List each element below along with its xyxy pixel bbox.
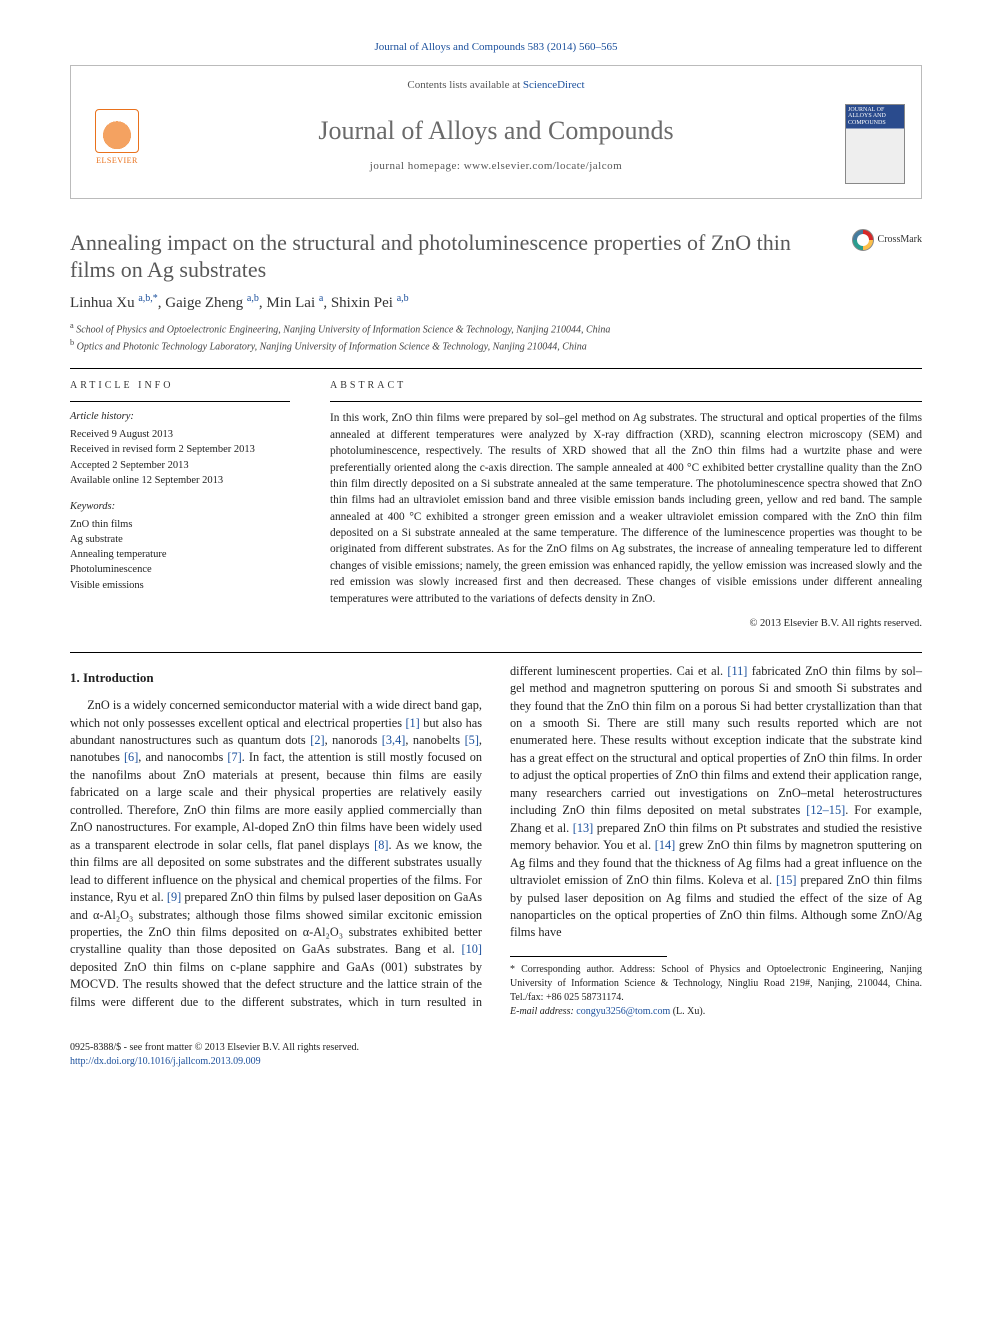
abstract-text: In this work, ZnO thin films were prepar…	[330, 410, 922, 607]
citation-line: Journal of Alloys and Compounds 583 (201…	[70, 40, 922, 55]
rule-abs	[330, 401, 922, 402]
ref-link[interactable]: [10]	[462, 942, 483, 956]
email-label: E-mail address:	[510, 1006, 574, 1017]
ref-link[interactable]: [7]	[227, 750, 241, 764]
homepage-url[interactable]: www.elsevier.com/locate/jalcom	[464, 160, 622, 172]
article-info-column: ARTICLE INFO Article history: Received 9…	[70, 379, 290, 631]
body-text: fabricated ZnO thin films by sol–gel met…	[510, 664, 922, 818]
keyword-item: Annealing temperature	[70, 547, 290, 562]
body-text: , nanorods	[325, 733, 382, 747]
crossmark-icon	[852, 229, 874, 251]
keyword-item: Visible emissions	[70, 578, 290, 593]
ref-link[interactable]: [8]	[374, 838, 388, 852]
author-list: Linhua Xu a,b,*, Gaige Zheng a,b, Min La…	[70, 292, 922, 314]
ref-link[interactable]: [9]	[167, 890, 181, 904]
history-label: Article history:	[70, 410, 290, 425]
ref-link[interactable]: [12–15]	[806, 803, 845, 817]
footnote-separator	[510, 956, 667, 957]
rule-info	[70, 401, 290, 402]
body-text: . In fact, the attention is still mostly…	[70, 750, 482, 851]
affiliations: a School of Physics and Optoelectronic E…	[70, 320, 922, 355]
ref-link[interactable]: [5]	[465, 733, 479, 747]
affil-text-b: Optics and Photonic Technology Laborator…	[77, 341, 587, 352]
affiliation-b: b Optics and Photonic Technology Laborat…	[70, 337, 922, 354]
crossmark-badge[interactable]: CrossMark	[852, 229, 922, 251]
affil-text-a: School of Physics and Optoelectronic Eng…	[76, 324, 610, 335]
body-text: , nanobelts	[405, 733, 464, 747]
article-body: 1. Introduction ZnO is a widely concerne…	[70, 663, 922, 1019]
ref-link[interactable]: [14]	[655, 838, 676, 852]
keyword-item: Photoluminescence	[70, 562, 290, 577]
keyword-item: Ag substrate	[70, 532, 290, 547]
elsevier-label: ELSEVIER	[96, 155, 138, 166]
journal-homepage: journal homepage: www.elsevier.com/locat…	[147, 159, 845, 174]
article-title: Annealing impact on the structural and p…	[70, 229, 852, 284]
keywords-list: ZnO thin films Ag substrate Annealing te…	[70, 517, 290, 593]
author[interactable]: Shixin Pei a,b	[331, 295, 409, 311]
author[interactable]: Gaige Zheng a,b	[165, 295, 259, 311]
doi-link[interactable]: http://dx.doi.org/10.1016/j.jallcom.2013…	[70, 1055, 359, 1069]
history-list: Received 9 August 2013 Received in revis…	[70, 427, 290, 488]
email-line: E-mail address: congyu3256@tom.com (L. X…	[510, 1005, 922, 1019]
ref-link[interactable]: [3,4]	[382, 733, 406, 747]
contents-prefix: Contents lists available at	[407, 79, 522, 91]
history-item: Available online 12 September 2013	[70, 473, 290, 488]
author[interactable]: Min Lai a	[266, 295, 323, 311]
cover-thumb-title: JOURNAL OF ALLOYS AND COMPOUNDS	[848, 107, 902, 127]
author[interactable]: Linhua Xu a,b,*	[70, 295, 158, 311]
history-item: Received in revised form 2 September 201…	[70, 442, 290, 457]
abstract-column: ABSTRACT In this work, ZnO thin films we…	[330, 379, 922, 631]
homepage-prefix: journal homepage:	[370, 160, 464, 172]
ref-link[interactable]: [1]	[405, 716, 419, 730]
contents-available: Contents lists available at ScienceDirec…	[87, 78, 905, 93]
corresponding-author-note: * Corresponding author. Address: School …	[510, 963, 922, 1005]
affiliation-a: a School of Physics and Optoelectronic E…	[70, 320, 922, 337]
journal-cover-thumb: JOURNAL OF ALLOYS AND COMPOUNDS	[845, 104, 905, 184]
journal-title: Journal of Alloys and Compounds	[147, 113, 845, 149]
ref-link[interactable]: [15]	[776, 873, 797, 887]
article-info-heading: ARTICLE INFO	[70, 379, 290, 393]
elsevier-tree-icon	[95, 109, 139, 153]
keyword-item: ZnO thin films	[70, 517, 290, 532]
ref-link[interactable]: [2]	[310, 733, 324, 747]
page-footer: 0925-8388/$ - see front matter © 2013 El…	[70, 1041, 922, 1069]
sciencedirect-link[interactable]: ScienceDirect	[523, 79, 585, 91]
ref-link[interactable]: [11]	[727, 664, 747, 678]
history-item: Received 9 August 2013	[70, 427, 290, 442]
rule-top	[70, 368, 922, 369]
journal-header: Contents lists available at ScienceDirec…	[70, 65, 922, 198]
ref-link[interactable]: [6]	[124, 750, 138, 764]
email-link[interactable]: congyu3256@tom.com	[576, 1006, 670, 1017]
footnotes: * Corresponding author. Address: School …	[510, 963, 922, 1019]
history-item: Accepted 2 September 2013	[70, 458, 290, 473]
abstract-heading: ABSTRACT	[330, 379, 922, 393]
elsevier-logo: ELSEVIER	[87, 109, 147, 179]
keywords-label: Keywords:	[70, 500, 290, 515]
footer-copyright: 0925-8388/$ - see front matter © 2013 El…	[70, 1041, 359, 1055]
body-text: , and nanocombs	[138, 750, 227, 764]
section-1-heading: 1. Introduction	[70, 669, 482, 687]
crossmark-label: CrossMark	[878, 233, 922, 247]
rule-bottom	[70, 652, 922, 653]
email-who: (L. Xu).	[673, 1006, 706, 1017]
ref-link[interactable]: [13]	[573, 821, 594, 835]
abstract-copyright: © 2013 Elsevier B.V. All rights reserved…	[330, 617, 922, 632]
